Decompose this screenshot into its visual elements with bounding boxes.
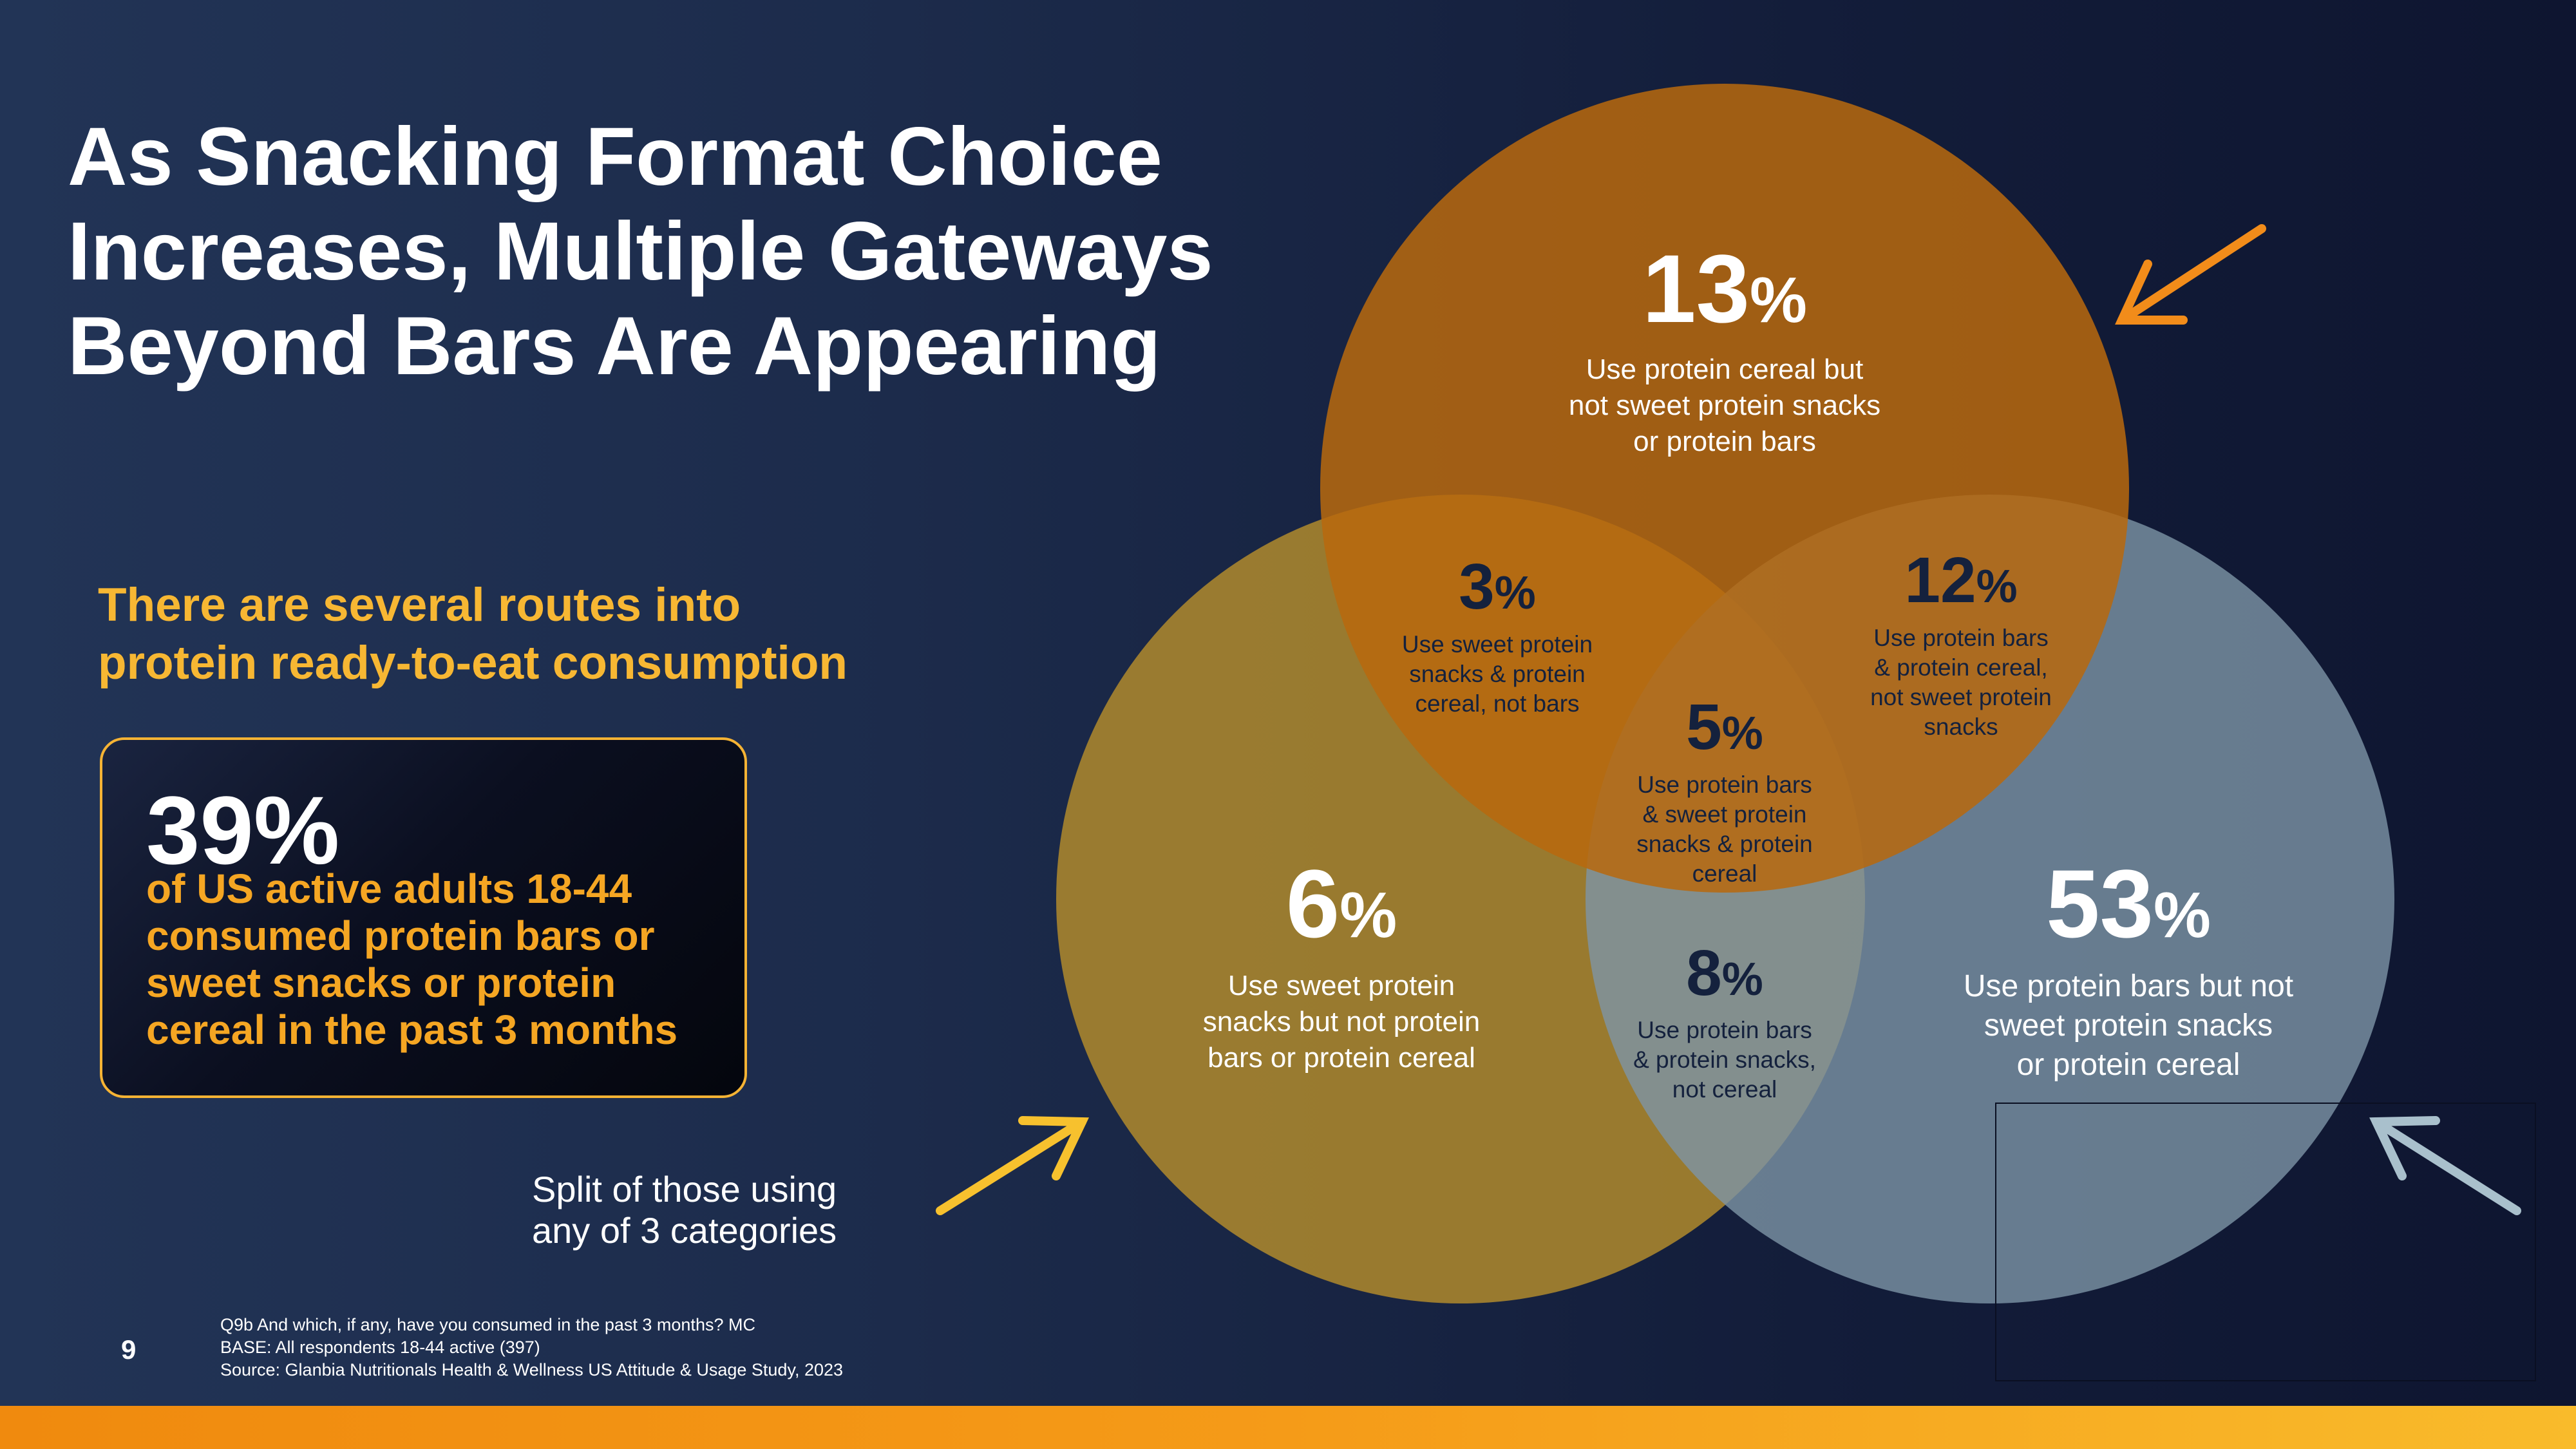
stat-line: cereal in the past 3 months: [146, 1007, 678, 1053]
venn-value-cereal-only: 13%: [1642, 234, 1807, 343]
venn-label-bars-snacks: & protein snacks,: [1633, 1046, 1816, 1073]
venn-label-snacks-cereal: cereal, not bars: [1415, 690, 1579, 717]
venn-label-all-three: snacks & protein: [1636, 831, 1813, 857]
venn-label-bars-cereal: & protein cereal,: [1874, 654, 2047, 681]
venn-label-snacks-only: snacks but not protein: [1203, 1006, 1480, 1037]
venn-label-snacks-cereal: Use sweet protein: [1402, 631, 1593, 658]
decorative-frame: [1995, 1103, 2536, 1381]
venn-label-all-three: Use protein bars: [1637, 772, 1812, 798]
subtitle: There are several routes into protein re…: [98, 576, 935, 692]
venn-value-all-three: 5%: [1686, 691, 1763, 763]
arrow-protein-bars-icon: [2369, 1116, 2521, 1215]
stat-callout-box: 39% of US active adults 18-44 consumed p…: [100, 737, 747, 1098]
venn-label-snacks-only: bars or protein cereal: [1208, 1042, 1475, 1074]
stat-line: of US active adults 18-44: [146, 866, 632, 912]
split-note: Split of those using any of 3 categories: [532, 1169, 918, 1251]
venn-label-cereal-only: Use protein cereal but: [1586, 354, 1863, 385]
venn-label-snacks-only: Use sweet protein: [1228, 970, 1455, 1001]
venn-label-bars-only: Use protein bars but not: [1964, 969, 2293, 1003]
venn-label-bars-cereal: Use protein bars: [1873, 625, 2048, 651]
venn-value-snacks-only: 6%: [1286, 849, 1397, 958]
title-line: Beyond Bars Are Appearing: [68, 300, 1161, 392]
venn-label-bars-snacks: Use protein bars: [1637, 1017, 1812, 1043]
venn-label-snacks-cereal: snacks & protein: [1409, 661, 1586, 687]
subtitle-line: There are several routes into: [98, 579, 741, 631]
bottom-accent-bar: [0, 1406, 2576, 1449]
stat-description: of US active adults 18-44 consumed prote…: [146, 866, 739, 1054]
venn-label-all-three: cereal: [1692, 860, 1757, 887]
venn-label-bars-cereal: not sweet protein: [1870, 684, 2052, 710]
page-title: As Snacking Format Choice Increases, Mul…: [68, 109, 1323, 393]
venn-label-bars-only: sweet protein snacks: [1984, 1009, 2273, 1043]
source-notes: Q9b And which, if any, have you consumed…: [220, 1314, 1251, 1381]
stat-line: consumed protein bars or: [146, 913, 655, 959]
venn-value-bars-cereal: 12%: [1904, 544, 2017, 616]
split-note-line: Split of those using: [532, 1169, 837, 1209]
venn-label-bars-only: or protein cereal: [2017, 1048, 2240, 1082]
venn-label-cereal-only: not sweet protein snacks: [1569, 390, 1880, 421]
stat-line: sweet snacks or protein: [146, 960, 616, 1006]
venn-value-bars-snacks: 8%: [1686, 937, 1763, 1009]
venn-label-all-three: & sweet protein: [1642, 801, 1806, 828]
title-line: Increases, Multiple Gateways: [68, 205, 1213, 298]
venn-label-cereal-only: or protein bars: [1633, 426, 1816, 457]
source-line: BASE: All respondents 18-44 active (397): [220, 1338, 540, 1357]
stat-value: 39%: [146, 776, 340, 884]
source-line: Q9b And which, if any, have you consumed…: [220, 1315, 755, 1334]
venn-circle-protein-cereal: [1320, 84, 2129, 893]
page-number: 9: [121, 1334, 137, 1365]
venn-label-bars-cereal: snacks: [1924, 714, 1998, 740]
arrow-sweet-snacks-icon: [936, 1116, 1089, 1215]
venn-value-snacks-cereal: 3%: [1459, 551, 1536, 623]
arrow-protein-cereal-icon: [2115, 224, 2266, 325]
split-note-line: any of 3 categories: [532, 1210, 837, 1251]
venn-value-bars-only: 53%: [2046, 849, 2211, 958]
subtitle-line: protein ready-to-eat consumption: [98, 637, 848, 689]
source-line: Source: Glanbia Nutritionals Health & We…: [220, 1360, 844, 1379]
venn-text-layer: 13% Use protein cereal but not sweet prote…: [1203, 234, 2293, 1103]
title-line: As Snacking Format Choice: [68, 111, 1162, 203]
venn-label-bars-snacks: not cereal: [1672, 1076, 1777, 1103]
